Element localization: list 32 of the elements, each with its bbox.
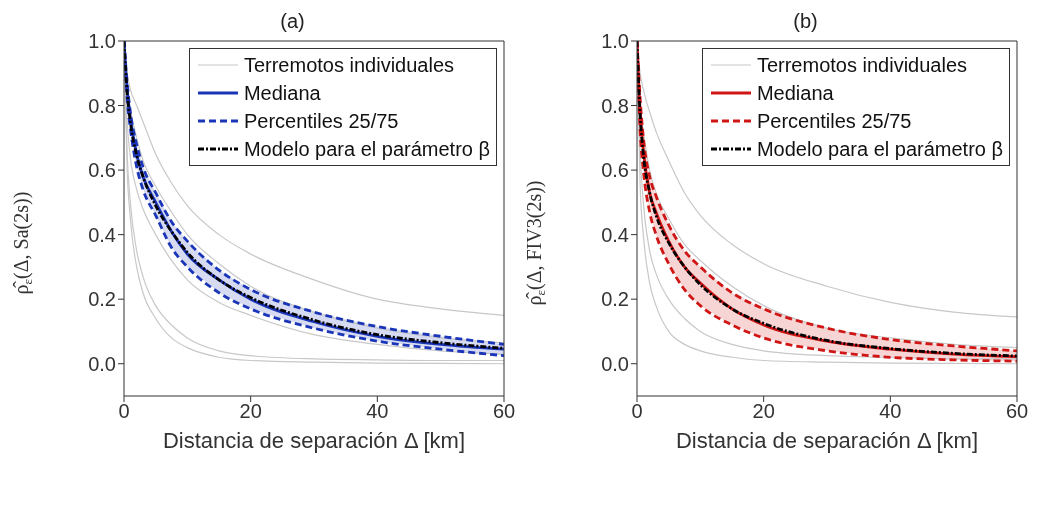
chart-title: (b) bbox=[793, 10, 818, 32]
y-tick-label: 0.8 bbox=[601, 94, 629, 117]
x-tick-label: 0 bbox=[118, 400, 130, 423]
legend-label: Percentiles 25/75 bbox=[243, 109, 399, 134]
legend-label: Modelo para el parámetro β bbox=[243, 137, 490, 162]
x-axis-title: Distancia de separación Δ [km] bbox=[162, 428, 466, 453]
legend-label: Terremotos individuales bbox=[756, 53, 968, 78]
y-tick-label: 0.4 bbox=[601, 223, 629, 246]
x-tick-label: 0 bbox=[631, 400, 643, 423]
legend-label: Modelo para el parámetro β bbox=[756, 137, 1003, 162]
legend-label: Mediana bbox=[243, 81, 321, 106]
y-tick-label: 0.2 bbox=[601, 288, 629, 311]
y-tick-label: 0.6 bbox=[601, 159, 629, 182]
x-tick-label: 60 bbox=[1005, 400, 1029, 423]
x-tick-label: 20 bbox=[752, 400, 775, 423]
x-tick-label: 40 bbox=[366, 400, 389, 423]
legend-label: Mediana bbox=[756, 81, 834, 106]
y-tick-label: 0.2 bbox=[88, 288, 116, 311]
chart-title: (a) bbox=[280, 10, 305, 32]
x-tick-label: 60 bbox=[492, 400, 516, 423]
x-tick-label: 40 bbox=[879, 400, 902, 423]
legend-label: Percentiles 25/75 bbox=[756, 109, 912, 134]
y-tick-label: 1.0 bbox=[88, 30, 116, 53]
x-axis-title: Distancia de separación Δ [km] bbox=[675, 428, 979, 453]
y-tick-label: 0.6 bbox=[88, 159, 116, 182]
y-tick-label: 0.0 bbox=[88, 352, 116, 375]
y-tick-label: 0.8 bbox=[88, 94, 116, 117]
legend-label: Terremotos individuales bbox=[243, 53, 455, 78]
y-tick-label: 1.0 bbox=[601, 30, 629, 53]
x-tick-label: 20 bbox=[239, 400, 262, 423]
y-tick-label: 0.0 bbox=[601, 352, 629, 375]
y-tick-label: 0.4 bbox=[88, 223, 116, 246]
